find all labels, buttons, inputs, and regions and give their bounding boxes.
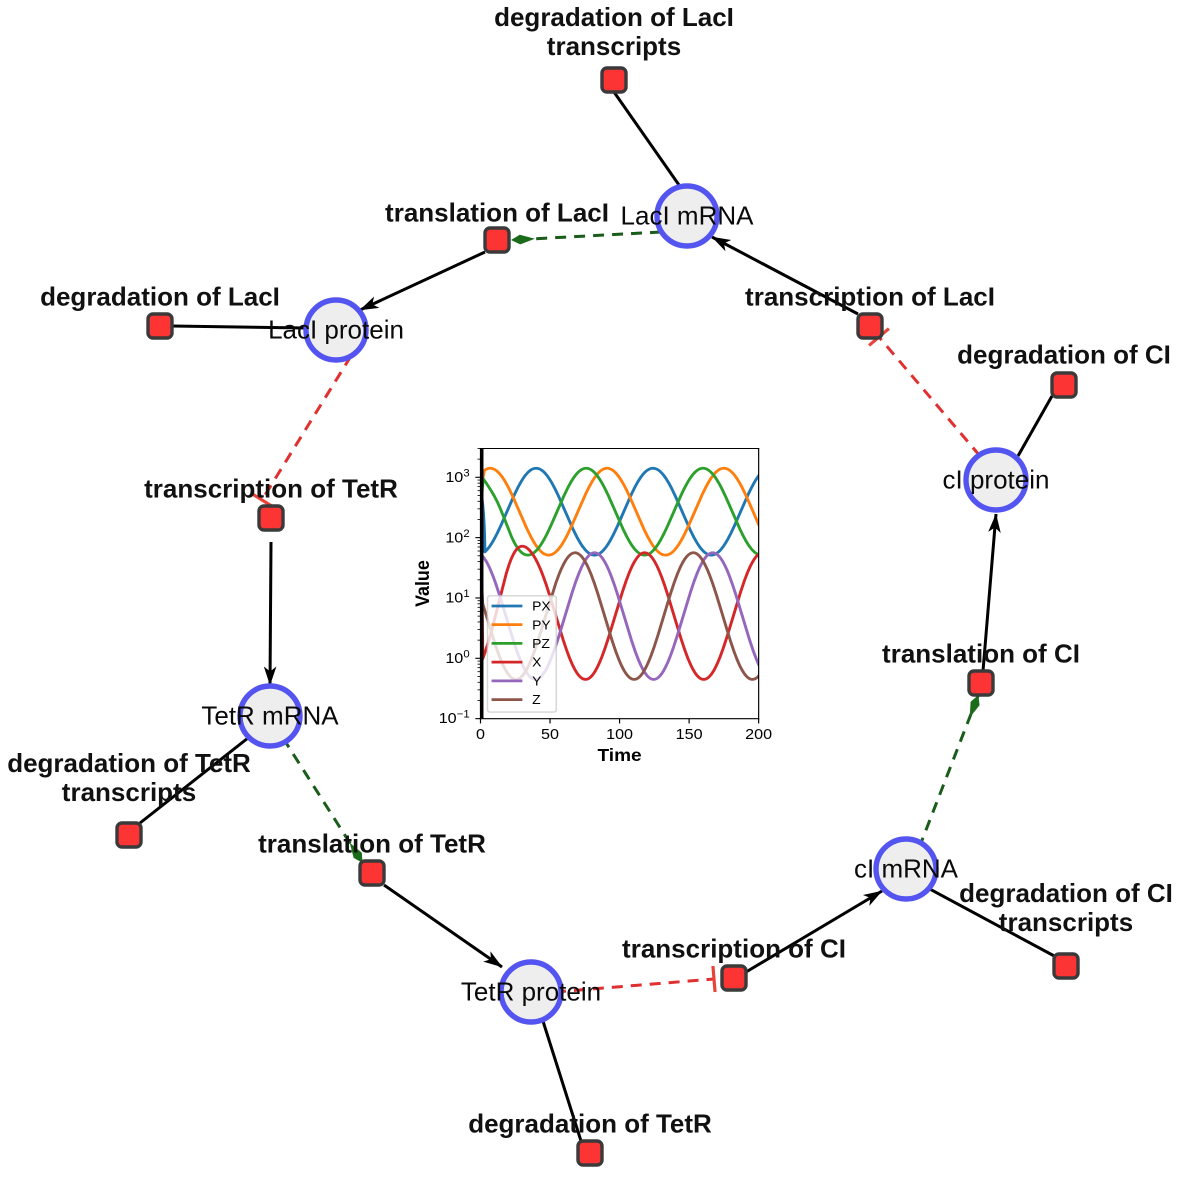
svg-text:PX: PX [532,599,551,614]
svg-text:Z: Z [532,693,541,708]
svg-text:Y: Y [532,674,541,689]
svg-text:PY: PY [532,618,551,633]
svg-text:X: X [532,655,541,670]
svg-text:150: 150 [676,727,703,743]
svg-text:100: 100 [606,727,633,743]
svg-text:PZ: PZ [532,636,550,651]
svg-text:0: 0 [476,727,485,743]
svg-text:200: 200 [745,727,772,743]
svg-text:Time: Time [597,744,641,764]
svg-text:50: 50 [541,727,559,743]
svg-text:Value: Value [411,560,433,607]
